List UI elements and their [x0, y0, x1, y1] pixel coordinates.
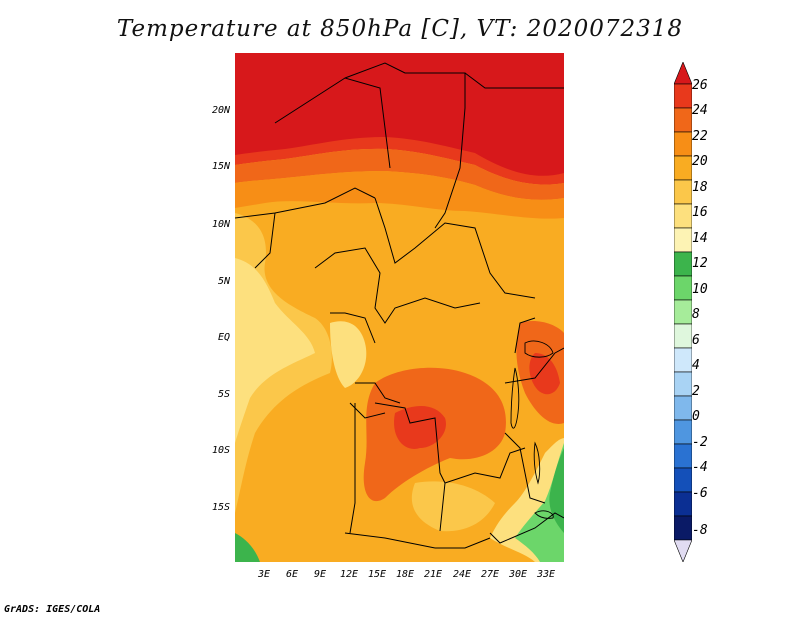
zone-10-se: [515, 443, 564, 562]
zone-16-south: [411, 481, 495, 532]
lat-label-5n: 5N: [217, 276, 230, 287]
colorbar-label-4: 4: [692, 358, 700, 373]
colorbar-label-18: 18: [692, 180, 708, 195]
lat-label-10s: 10S: [211, 445, 230, 456]
lon-label-30e: 30E: [508, 569, 528, 580]
colorbar-label-10: 10: [692, 282, 708, 297]
colorbar-label-16: 16: [692, 205, 708, 220]
colorbar-label-14: 14: [692, 231, 708, 246]
colorbar-swatch-top: [674, 62, 692, 85]
zone-12-sw: [235, 533, 260, 562]
colorbar-label-2: 2: [692, 384, 700, 399]
colorbar-swatch: [674, 419, 692, 445]
colorbar-swatches: [674, 62, 692, 562]
credit-text: GrADS: IGES/COLA: [4, 604, 101, 615]
zone-20-north: [235, 171, 564, 219]
lake-outlines: [510, 340, 554, 519]
colorbar-swatch: [674, 227, 692, 253]
colorbar-swatch-bottom: [674, 539, 692, 562]
lon-label-33e: 33E: [536, 569, 556, 580]
colorbar-label-26: 26: [692, 78, 708, 93]
colorbar-swatch: [674, 467, 692, 493]
colorbar-swatch: [674, 491, 692, 517]
lon-label-6e: 6E: [285, 569, 299, 580]
colorbar-swatch: [674, 275, 692, 301]
colorbar-label-8: 8: [692, 307, 700, 322]
colorbar-label-22: 22: [692, 129, 708, 144]
colorbar-label-minus6: -6: [692, 486, 708, 501]
colorbar-swatch: [674, 203, 692, 229]
colorbar-swatch: [674, 131, 692, 157]
colorbar-label-0: 0: [692, 409, 700, 424]
lon-label-12e: 12E: [339, 569, 359, 580]
zone-24-central: [394, 406, 446, 449]
lon-label-27e: 27E: [480, 569, 500, 580]
temperature-map: [235, 53, 564, 562]
lat-label-15n: 15N: [211, 161, 230, 172]
colorbar-swatch: [674, 83, 692, 109]
zone-12-se: [549, 448, 564, 533]
colorbar-swatch: [674, 443, 692, 469]
lat-label-eq: EQ: [217, 332, 230, 343]
zone-22-north: [235, 148, 564, 200]
zone-14-west: [235, 258, 315, 443]
lat-label-20n: 20N: [211, 105, 230, 116]
colorbar: [674, 62, 692, 562]
colorbar-swatch: [674, 251, 692, 277]
country-borders: [235, 62, 564, 549]
map-title: Temperature at 850hPa [C], VT: 202007231…: [116, 16, 684, 42]
colorbar-swatch: [674, 347, 692, 373]
colorbar-label-minus2: -2: [692, 435, 708, 450]
colorbar-label-24: 24: [692, 103, 708, 118]
lon-label-18e: 18E: [395, 569, 415, 580]
colorbar-label-minus8: -8: [692, 523, 708, 538]
temperature-field: [235, 53, 564, 562]
lon-label-9e: 9E: [313, 569, 327, 580]
colorbar-swatch: [674, 323, 692, 349]
colorbar-label-6: 6: [692, 333, 700, 348]
colorbar-swatch: [674, 299, 692, 325]
lon-label-3e: 3E: [257, 569, 271, 580]
colorbar-label-minus4: -4: [692, 460, 708, 475]
colorbar-label-20: 20: [692, 154, 708, 169]
zone-26: [235, 53, 564, 176]
lon-label-24e: 24E: [452, 569, 472, 580]
lon-label-15e: 15E: [367, 569, 387, 580]
zone-14-central: [330, 321, 367, 388]
lat-label-15s: 15S: [211, 502, 230, 513]
lat-label-5s: 5S: [217, 389, 230, 400]
colorbar-swatch: [674, 395, 692, 421]
colorbar-label-12: 12: [692, 256, 708, 271]
colorbar-swatch: [674, 155, 692, 181]
lat-label-10n: 10N: [211, 219, 230, 230]
colorbar-swatch: [674, 179, 692, 205]
lon-label-21e: 21E: [423, 569, 443, 580]
colorbar-swatch: [674, 515, 692, 541]
colorbar-swatch: [674, 107, 692, 133]
zone-24-east: [529, 353, 560, 395]
colorbar-swatch: [674, 371, 692, 397]
